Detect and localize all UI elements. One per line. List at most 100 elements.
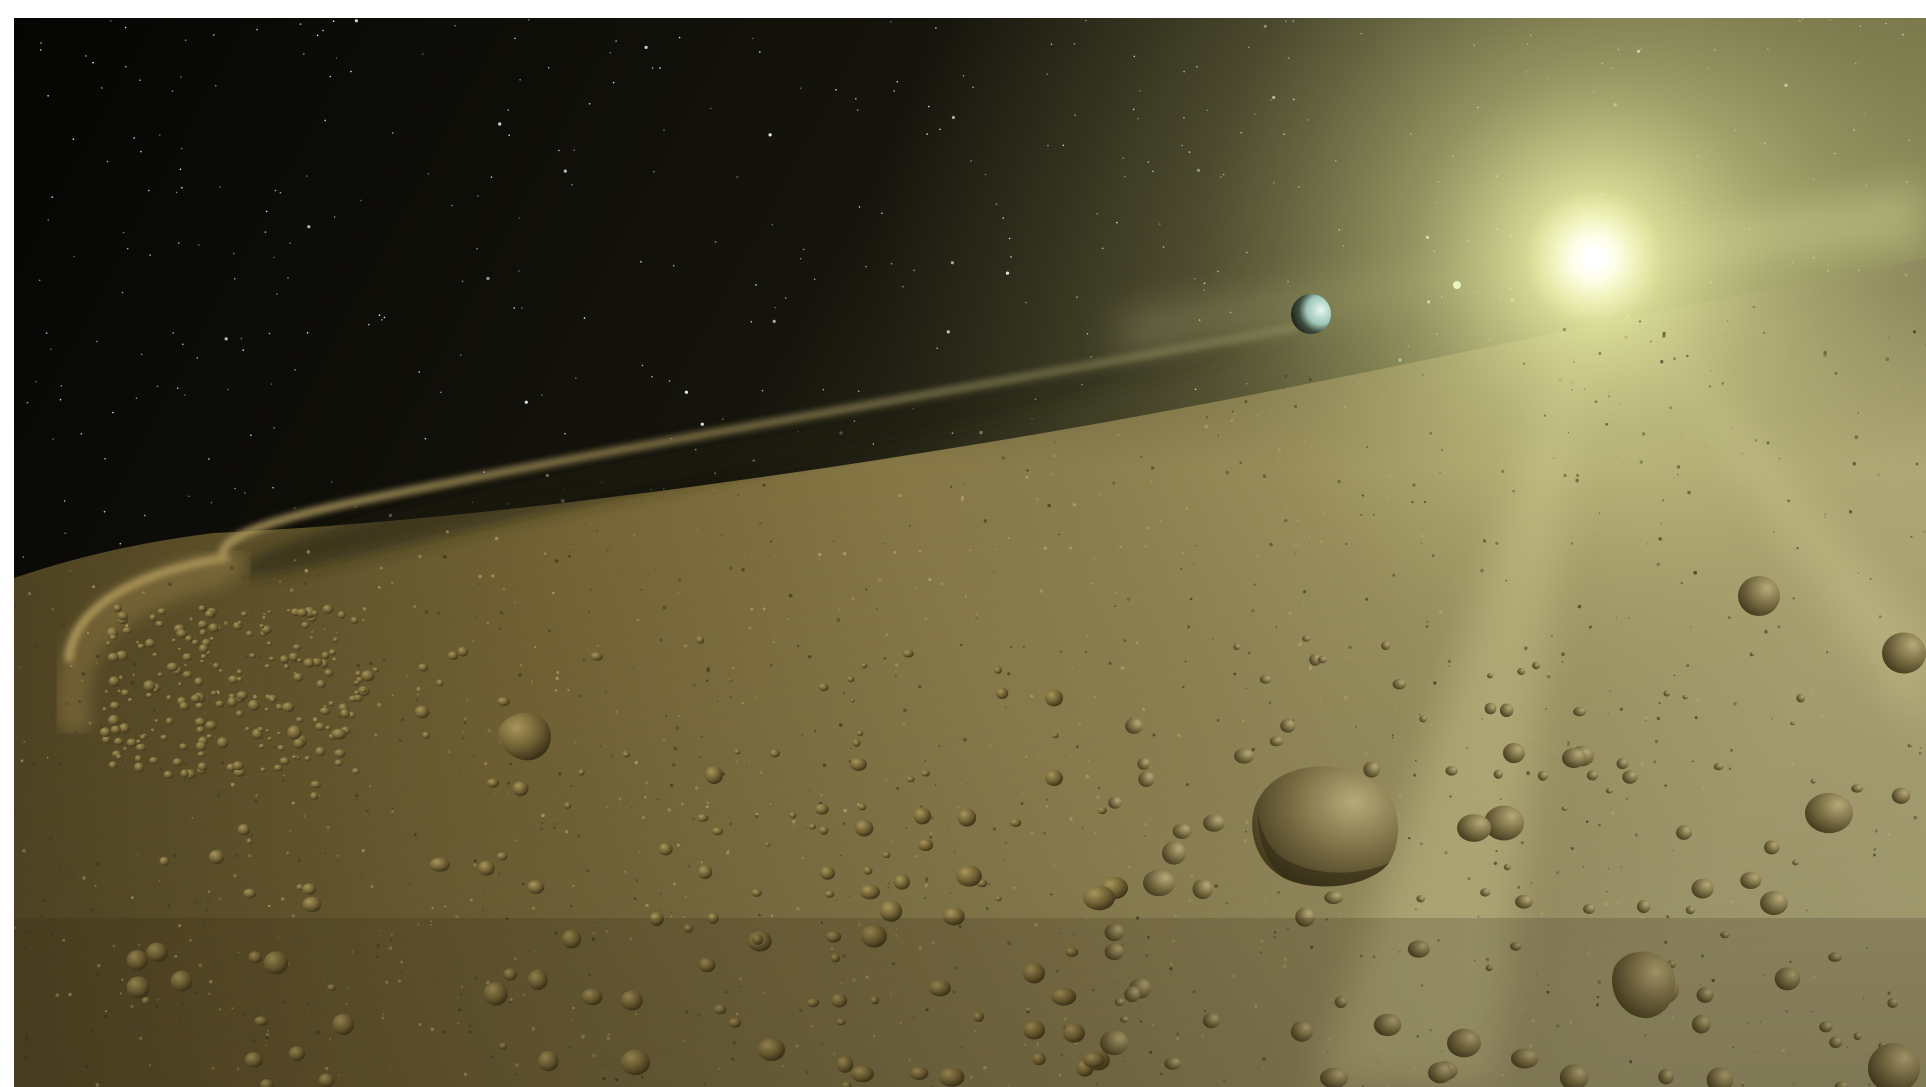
background-star	[184, 39, 187, 41]
dust-speck	[1792, 597, 1795, 600]
dust-speck	[1085, 650, 1088, 653]
dust-speck	[1430, 723, 1433, 726]
dust-speck	[1370, 542, 1373, 545]
dust-speck	[370, 885, 374, 889]
dust-speck	[253, 694, 257, 699]
dust-speck	[430, 920, 433, 923]
dust-speck	[1673, 357, 1677, 361]
dust-speck	[478, 583, 481, 586]
dust-speck	[413, 605, 416, 608]
dust-speck	[781, 1064, 784, 1068]
artwork-canvas	[14, 18, 1926, 1087]
dust-speck	[1193, 563, 1195, 565]
dust-speck	[1656, 716, 1661, 721]
dust-speck	[50, 933, 54, 936]
dust-speck	[706, 666, 711, 670]
asteroid	[327, 984, 336, 991]
dust-speck	[1422, 374, 1424, 376]
dust-speck	[1386, 496, 1389, 499]
dust-speck	[773, 637, 775, 639]
dust-speck	[1341, 1032, 1343, 1035]
dust-speck	[1564, 464, 1567, 467]
background-star	[198, 244, 200, 246]
dust-speck	[1063, 1025, 1066, 1027]
asteroid	[108, 714, 120, 726]
asteroid	[910, 1066, 929, 1081]
asteroid	[149, 614, 157, 621]
asteroid	[995, 895, 1002, 902]
asteroid	[1605, 787, 1613, 794]
dust-speck	[289, 829, 291, 832]
dust-speck	[1293, 404, 1298, 409]
background-star	[573, 149, 575, 151]
background-star	[392, 132, 394, 134]
dust-speck	[256, 1007, 259, 1009]
dust-speck	[667, 808, 672, 812]
dust-speck	[1304, 440, 1306, 443]
asteroid	[1616, 757, 1629, 770]
dust-speck	[1559, 381, 1561, 384]
asteroid	[1259, 675, 1272, 684]
asteroid	[496, 852, 508, 861]
dust-speck	[903, 444, 907, 447]
asteroid	[232, 761, 244, 771]
dust-speck	[1598, 512, 1601, 514]
dust-speck	[1792, 1082, 1795, 1085]
dust-speck	[1619, 402, 1623, 406]
dust-speck	[1259, 939, 1264, 943]
dust-speck	[92, 585, 95, 589]
dust-speck	[41, 899, 45, 903]
background-star	[368, 323, 370, 326]
dust-speck	[183, 779, 186, 782]
background-star	[822, 388, 825, 391]
dust-speck	[1144, 834, 1146, 837]
dust-speck	[198, 963, 202, 968]
dust-speck	[1543, 414, 1546, 417]
asteroid	[145, 692, 153, 698]
background-star	[508, 134, 511, 137]
dust-speck	[735, 1012, 739, 1016]
dust-speck	[1204, 424, 1209, 429]
dust-speck	[509, 998, 513, 1002]
dust-speck	[20, 759, 24, 762]
dust-speck	[692, 817, 695, 820]
background-star	[575, 377, 577, 380]
asteroid	[106, 641, 111, 646]
dust-speck	[1216, 718, 1220, 722]
dust-speck	[970, 1076, 973, 1079]
dust-speck	[486, 980, 490, 985]
background-star	[38, 279, 41, 282]
dust-speck	[1039, 589, 1044, 593]
dust-speck	[605, 930, 608, 933]
asteroid	[696, 636, 705, 644]
background-star	[294, 369, 297, 371]
dust-speck	[1446, 542, 1448, 545]
asteroid	[205, 610, 215, 618]
dust-speck	[713, 733, 716, 736]
dust-speck	[795, 1044, 799, 1048]
asteroid	[240, 611, 248, 617]
dust-speck	[70, 870, 74, 874]
asteroid	[334, 749, 346, 758]
asteroid	[228, 675, 239, 684]
dust-speck	[555, 676, 559, 681]
dust-speck	[698, 756, 701, 758]
dust-speck	[376, 944, 380, 948]
dust-speck	[563, 487, 566, 490]
dust-speck	[398, 979, 401, 983]
dust-speck	[174, 955, 178, 958]
dust-speck	[1413, 773, 1417, 777]
background-star	[774, 306, 776, 309]
dust-speck	[56, 987, 60, 990]
dust-speck	[324, 628, 326, 630]
dust-speck	[1244, 399, 1248, 404]
dust-speck	[1345, 542, 1348, 546]
dust-speck	[260, 972, 263, 975]
dust-speck	[1358, 380, 1362, 384]
dust-speck	[763, 992, 766, 994]
dust-speck	[389, 1065, 392, 1067]
asteroid	[276, 731, 282, 736]
dust-speck	[552, 591, 555, 595]
dust-speck	[235, 853, 239, 858]
asteroid	[209, 636, 215, 642]
